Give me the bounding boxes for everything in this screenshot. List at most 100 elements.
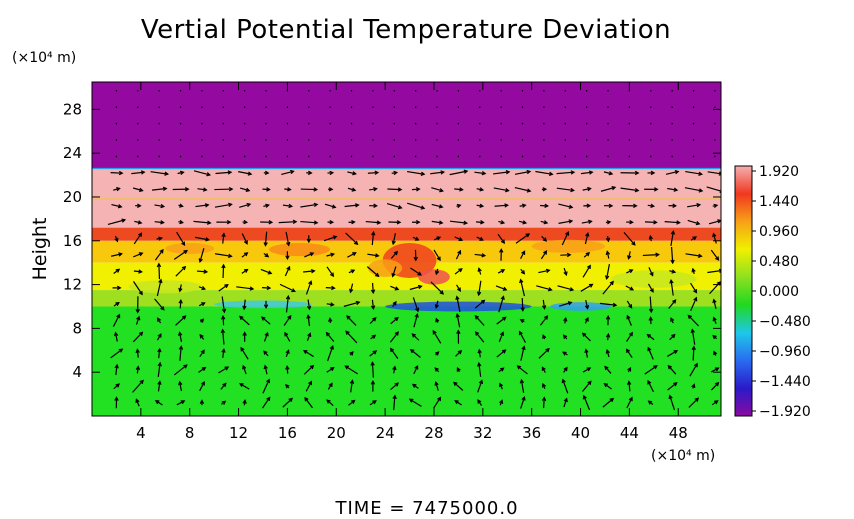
colorbar-label: −0.480 bbox=[759, 314, 811, 330]
wind-vector bbox=[156, 262, 162, 280]
wind-vector bbox=[131, 170, 146, 175]
wind-vector bbox=[626, 380, 632, 392]
wind-vector bbox=[132, 187, 144, 193]
wind-vector bbox=[580, 283, 594, 292]
wind-vector bbox=[561, 378, 569, 394]
wind-vector bbox=[666, 350, 679, 357]
wind-vector bbox=[514, 169, 532, 175]
wind-vector bbox=[542, 334, 547, 340]
wind-vector bbox=[712, 316, 717, 324]
wind-vector bbox=[349, 351, 354, 356]
wind-vector bbox=[581, 332, 591, 342]
wind-vector bbox=[369, 400, 377, 406]
wind-vector bbox=[157, 380, 162, 392]
wind-vector bbox=[626, 396, 633, 409]
wind-vector bbox=[151, 186, 168, 192]
wind-vector bbox=[214, 202, 233, 208]
wind-vector bbox=[178, 345, 184, 361]
wind-vector bbox=[519, 220, 528, 225]
wind-vector bbox=[563, 316, 568, 324]
wind-vector bbox=[687, 314, 700, 327]
wind-vector bbox=[300, 202, 319, 208]
wind-vector bbox=[520, 250, 526, 259]
wind-vector bbox=[602, 280, 614, 295]
wind-vector bbox=[431, 187, 444, 193]
wind-vector bbox=[454, 187, 464, 192]
wind-vector bbox=[389, 331, 399, 343]
wind-vector bbox=[241, 252, 249, 258]
wind-vector bbox=[348, 269, 356, 274]
wind-vector bbox=[305, 280, 313, 295]
wind-vector bbox=[647, 400, 654, 405]
wind-vector bbox=[369, 203, 378, 208]
y-tick-label: 28 bbox=[63, 100, 82, 118]
wind-vector bbox=[370, 334, 377, 340]
wind-vector bbox=[220, 382, 227, 390]
wind-vector bbox=[178, 380, 183, 392]
colorbar-ramp bbox=[734, 165, 753, 417]
wind-vector bbox=[173, 364, 188, 376]
wind-vector bbox=[493, 187, 510, 193]
wind-vector bbox=[520, 396, 526, 409]
wind-vector bbox=[345, 330, 358, 344]
wind-vector bbox=[582, 380, 592, 392]
colorbar-label: 1.440 bbox=[759, 194, 799, 210]
wind-vector bbox=[603, 383, 612, 390]
heatmap-field bbox=[92, 82, 721, 416]
wind-vector bbox=[111, 252, 123, 257]
wind-vector bbox=[580, 170, 594, 175]
wind-vector bbox=[328, 317, 333, 324]
wind-vector bbox=[626, 314, 632, 326]
wind-vector bbox=[156, 236, 163, 241]
wind-vector bbox=[172, 187, 190, 192]
x-tick-label: 8 bbox=[185, 424, 195, 442]
wind-vector bbox=[516, 365, 528, 375]
wind-vector bbox=[199, 349, 205, 358]
wind-vector bbox=[646, 333, 655, 341]
wind-vector bbox=[326, 367, 335, 373]
wind-vector bbox=[177, 170, 185, 176]
wind-vector bbox=[604, 263, 611, 281]
wind-vector bbox=[176, 400, 186, 406]
wind-vector bbox=[198, 302, 206, 307]
wind-vector bbox=[622, 203, 638, 209]
wind-vector bbox=[712, 298, 717, 310]
wind-vector bbox=[627, 366, 632, 373]
wind-vector bbox=[285, 231, 291, 247]
wind-vector bbox=[644, 365, 658, 375]
wind-vector bbox=[241, 233, 248, 245]
wind-vector bbox=[710, 381, 720, 391]
x-tick-label: 40 bbox=[571, 424, 590, 442]
wind-vector bbox=[370, 299, 376, 310]
wind-vector bbox=[519, 278, 526, 297]
wind-vector bbox=[540, 250, 548, 260]
wind-vector bbox=[263, 300, 269, 310]
wind-vector bbox=[519, 378, 525, 393]
wind-vector bbox=[670, 246, 675, 265]
wind-vector bbox=[110, 348, 124, 359]
wind-vector bbox=[541, 382, 547, 390]
wind-vector bbox=[285, 294, 291, 313]
wind-vector bbox=[390, 382, 400, 391]
wind-vector bbox=[456, 284, 461, 292]
wind-vector bbox=[476, 203, 485, 208]
wind-vector bbox=[197, 187, 208, 192]
wind-vector bbox=[242, 331, 247, 342]
wind-vector bbox=[454, 236, 464, 242]
wind-vector bbox=[239, 315, 250, 326]
wind-vector bbox=[390, 347, 399, 359]
wind-vector bbox=[582, 394, 591, 411]
wind-vector bbox=[154, 400, 163, 406]
wind-vector bbox=[667, 364, 677, 375]
colorbar-label: −1.440 bbox=[759, 374, 811, 390]
wind-vector bbox=[113, 268, 121, 275]
wind-vector bbox=[198, 248, 205, 263]
wind-vector bbox=[367, 170, 380, 175]
wind-vector bbox=[199, 399, 205, 406]
wind-vector bbox=[284, 265, 291, 277]
wind-vector bbox=[644, 187, 659, 192]
wind-vector bbox=[476, 280, 482, 297]
wind-vector bbox=[199, 318, 205, 323]
wind-vector bbox=[711, 367, 720, 373]
wind-vector bbox=[285, 251, 290, 261]
